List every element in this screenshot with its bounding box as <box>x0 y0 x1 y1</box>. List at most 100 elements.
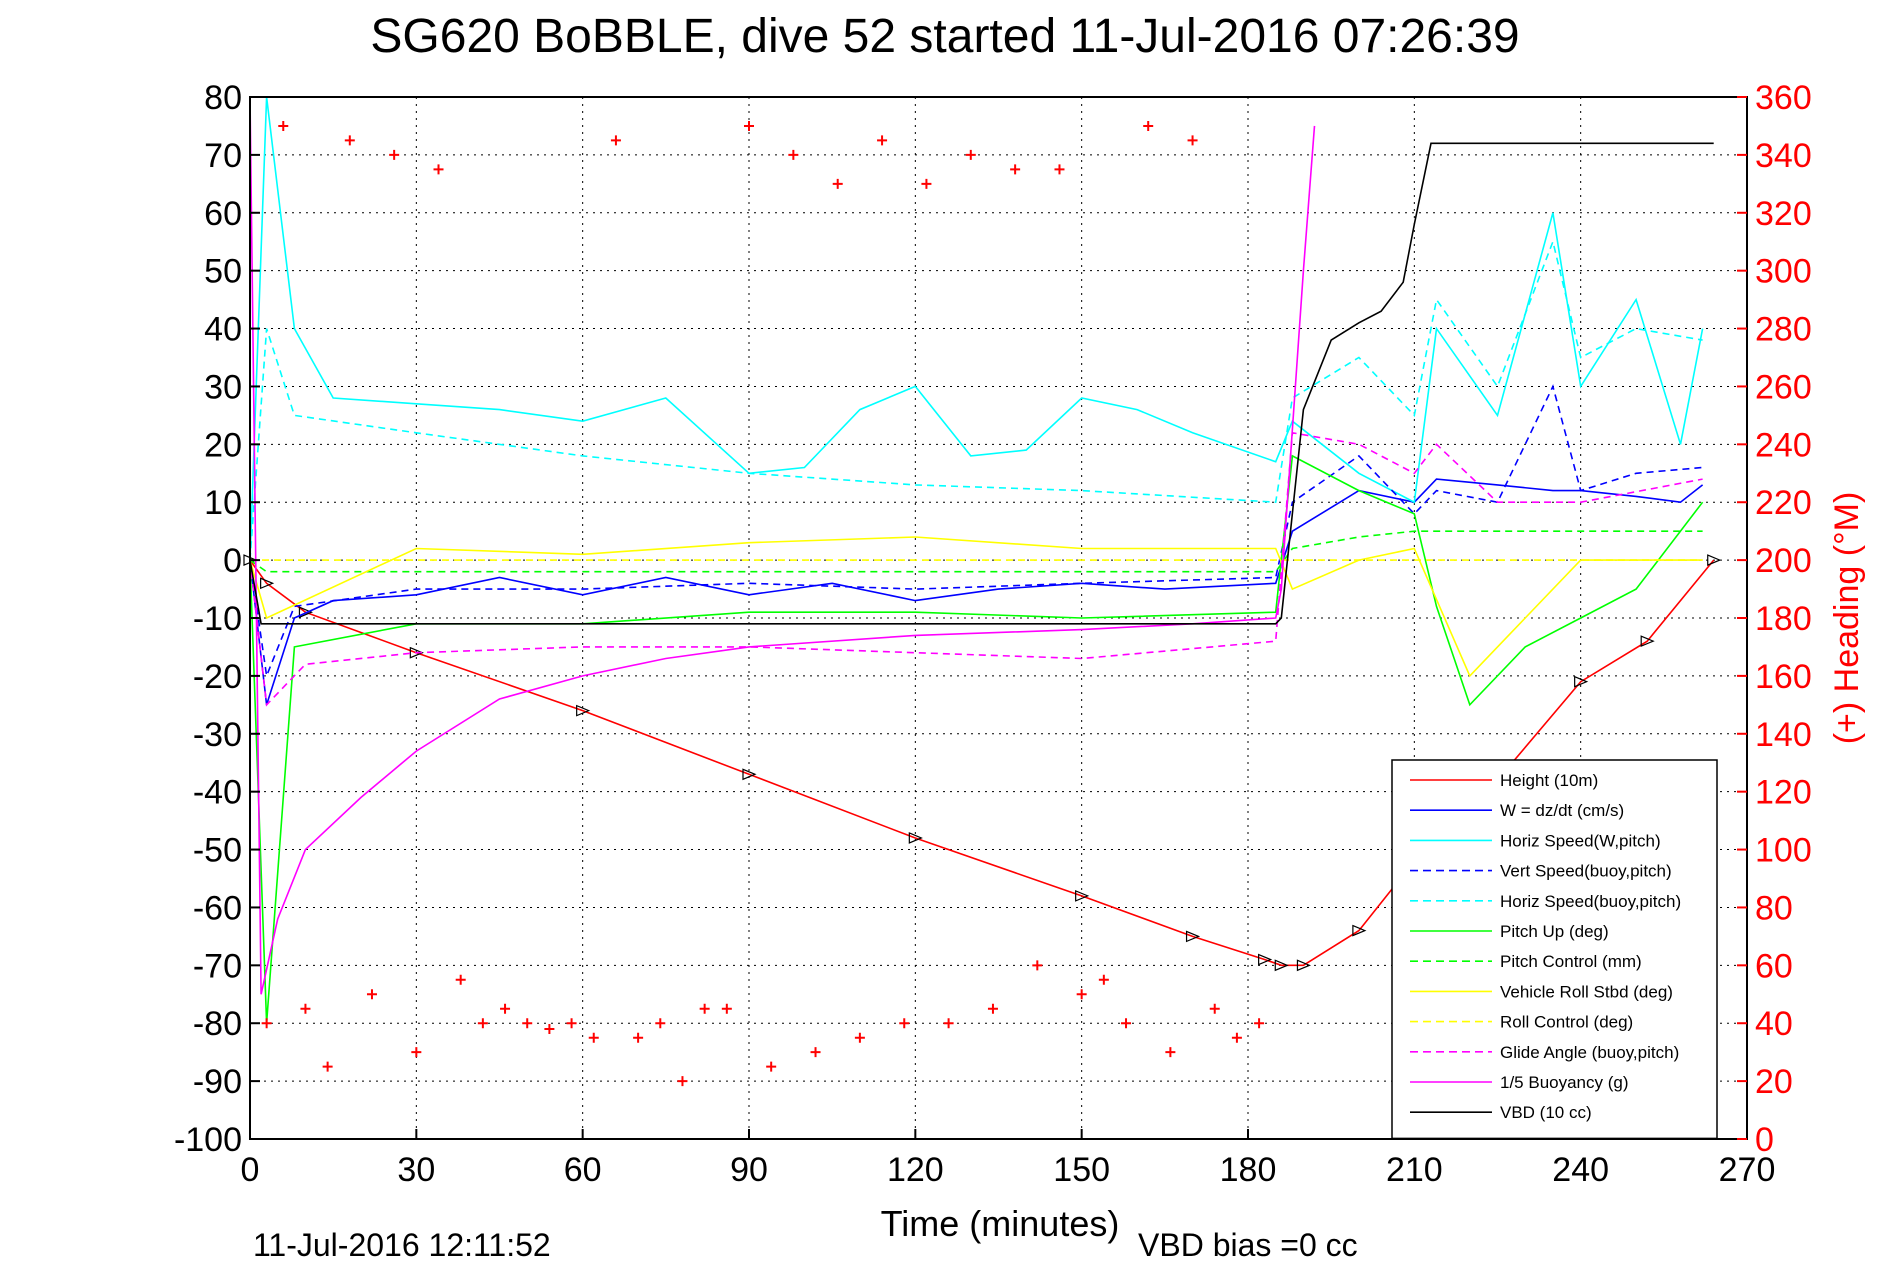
legend-label: Pitch Control (mm) <box>1500 952 1642 971</box>
y2-tick-label: 40 <box>1755 1005 1793 1043</box>
heading-point <box>588 1032 599 1043</box>
legend-label: Vehicle Roll Stbd (deg) <box>1500 982 1673 1001</box>
y-tick-label: -60 <box>193 889 242 927</box>
y2-tick-label: 200 <box>1755 542 1812 580</box>
y2-tick-label: 20 <box>1755 1063 1793 1101</box>
legend-label: Horiz Speed(W,pitch) <box>1500 831 1661 850</box>
height-marker <box>1352 924 1367 937</box>
y2-tick-label: 0 <box>1755 1121 1774 1159</box>
legend-label: Pitch Up (deg) <box>1500 922 1609 941</box>
heading-point <box>1121 1018 1132 1029</box>
heading-point <box>544 1024 555 1035</box>
heading-point <box>965 149 976 160</box>
y2-tick-label: 140 <box>1755 716 1812 754</box>
series-1-5-buoyancy-g <box>249 96 1316 995</box>
height-marker <box>908 832 923 844</box>
y-tick-label: -70 <box>193 947 242 985</box>
heading-point <box>655 1018 666 1029</box>
y-tick-label: -10 <box>193 600 242 638</box>
heading-point <box>1054 164 1065 175</box>
y-tick-label: 80 <box>204 79 242 117</box>
series-vbd-10-cc <box>249 142 1714 625</box>
x-tick-label: 240 <box>1552 1151 1609 1189</box>
heading-point <box>411 1047 422 1058</box>
y-tick-label: -80 <box>193 1005 242 1043</box>
y2-tick-label: 180 <box>1755 600 1812 638</box>
heading-point <box>810 1047 821 1058</box>
right-axis-label: (+) Heading (°M) <box>1828 492 1866 745</box>
series-w-dz-dt-cm-s <box>249 478 1704 706</box>
series-pitch-up-deg <box>249 454 1704 1024</box>
heading-point <box>788 149 799 160</box>
height-marker <box>409 646 424 659</box>
heading-point <box>566 1018 577 1029</box>
heading-point <box>261 1018 272 1029</box>
legend-label: Roll Control (deg) <box>1500 1013 1633 1032</box>
x-tick-label: 0 <box>241 1151 260 1189</box>
heading-point <box>300 1003 311 1014</box>
heading-point <box>1076 989 1087 1000</box>
heading-point <box>832 178 843 189</box>
y2-tick-label: 360 <box>1755 79 1812 117</box>
heading-point <box>744 120 754 131</box>
heading-point <box>1010 164 1021 175</box>
y-tick-label: -40 <box>193 774 242 812</box>
legend-label: Glide Angle (buoy,pitch) <box>1500 1043 1679 1062</box>
y2-tick-label: 260 <box>1755 368 1812 406</box>
heading-point <box>1098 974 1109 985</box>
series-layer <box>243 96 1722 1087</box>
y2-tick-label: 220 <box>1755 484 1812 522</box>
y2-tick-label: 160 <box>1755 658 1812 696</box>
y2-tick-label: 80 <box>1755 889 1793 927</box>
legend-label: Vert Speed(buoy,pitch) <box>1500 862 1672 881</box>
height-marker <box>1640 635 1655 648</box>
y-tick-label: 30 <box>204 368 242 406</box>
heading-point <box>677 1076 688 1087</box>
heading-point <box>877 135 888 146</box>
heading-point <box>633 1032 644 1043</box>
legend: Height (10m) W = dz/dt (cm/s) Horiz Speed(… <box>1391 759 1718 1140</box>
y2-tick-label: 340 <box>1755 137 1812 175</box>
y-tick-label: 20 <box>204 426 242 464</box>
heading-point <box>322 1061 333 1072</box>
y2-tick-label: 300 <box>1755 253 1812 291</box>
heading-point <box>610 135 621 146</box>
y-tick-label: 10 <box>204 484 242 522</box>
heading-point <box>455 974 466 985</box>
x-tick-label: 60 <box>564 1151 602 1189</box>
heading-point <box>1165 1047 1176 1058</box>
x-axis-label: Time (minutes) <box>881 1203 1120 1244</box>
axes-layer: 0 30 60 90 120 150 180 210 240 270 80 70 60 50 40 30 20 1… <box>174 79 1812 1189</box>
heading-point <box>344 135 355 146</box>
height-marker <box>298 606 314 619</box>
y2-tick-label: 60 <box>1755 947 1793 985</box>
height-marker <box>1707 554 1722 567</box>
y-tick-label: 50 <box>204 253 242 291</box>
heading-point <box>500 1003 511 1014</box>
heading-point <box>278 120 289 131</box>
x-tick-label: 120 <box>887 1151 944 1189</box>
series-glide-angle-buoy-pitch <box>249 431 1703 707</box>
heading-point <box>721 1003 732 1014</box>
heading-point <box>1032 960 1043 971</box>
y2-tick-label: 320 <box>1755 195 1812 233</box>
heading-point <box>854 1032 865 1043</box>
heading-point <box>1231 1032 1242 1043</box>
y-tick-label: -20 <box>193 658 242 696</box>
height-marker <box>260 577 275 590</box>
heading-point <box>766 1061 777 1072</box>
legend-label: 1/5 Buoyancy (g) <box>1500 1073 1629 1092</box>
heading-point <box>921 178 932 189</box>
heading-point <box>389 149 400 160</box>
heading-point <box>699 1003 710 1014</box>
series-vehicle-roll-stbd-deg <box>249 536 1703 678</box>
series-pitch-control-mm <box>249 530 1703 573</box>
heading-point <box>1254 1018 1265 1029</box>
y2-tick-label: 120 <box>1755 774 1812 812</box>
legend-label: VBD (10 cc) <box>1500 1103 1592 1122</box>
heading-point <box>366 989 377 1000</box>
y2-tick-label: 280 <box>1755 311 1812 349</box>
y-tick-label: 60 <box>204 195 242 233</box>
x-tick-label: 30 <box>397 1151 435 1189</box>
